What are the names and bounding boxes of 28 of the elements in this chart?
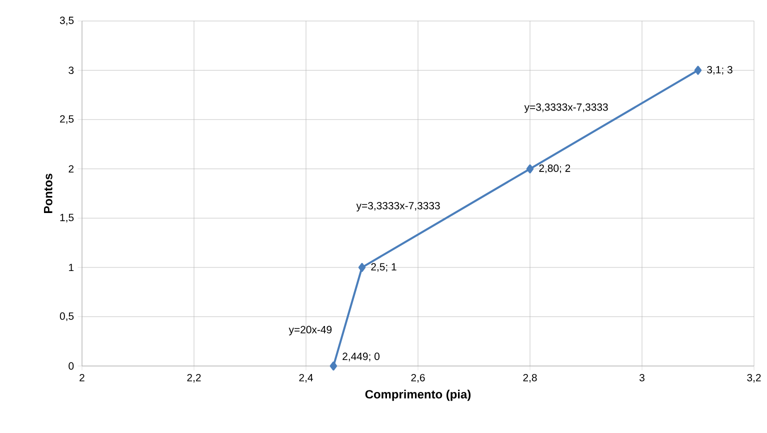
x-tick-label: 3,2 <box>747 374 761 383</box>
y-tick-label: 2,5 <box>60 115 74 124</box>
point <box>330 362 338 370</box>
annotation: y=20x-49 <box>288 326 332 336</box>
data-label: 2,5; 1 <box>371 263 396 272</box>
data-label: 2,449; 0 <box>342 352 380 362</box>
y-tick-label: 2 <box>68 165 74 173</box>
x-tick-label: 3 <box>639 374 644 382</box>
y-tick-label: 3 <box>68 66 74 74</box>
y-tick-label: 1 <box>69 264 74 272</box>
y-tick-label: 3,5 <box>60 16 74 26</box>
point <box>526 164 534 174</box>
x-tick-label: 2 <box>80 374 84 382</box>
data-label: 2,80; 2 <box>539 164 570 174</box>
y-tick-label: 0,5 <box>60 312 74 322</box>
point <box>358 262 366 272</box>
x-tick-label: 2,6 <box>411 374 425 383</box>
annotation: y=3,3333x-7,3333 <box>356 202 440 212</box>
data-label: 3,1; 3 <box>707 66 732 75</box>
y-tick-label: 0 <box>68 362 74 370</box>
x-tick-label: 2,8 <box>523 374 537 383</box>
point <box>694 66 702 75</box>
annotation: y=3,3333x-7,3333 <box>524 103 608 113</box>
y-axis-title: Pontos <box>44 174 52 213</box>
x-tick-label: 2,2 <box>187 374 201 383</box>
x-tick-label: 2,4 <box>299 374 313 383</box>
y-tick-label: 1,5 <box>60 214 74 222</box>
x-axis-title: Comprimento (pia) <box>365 390 471 401</box>
